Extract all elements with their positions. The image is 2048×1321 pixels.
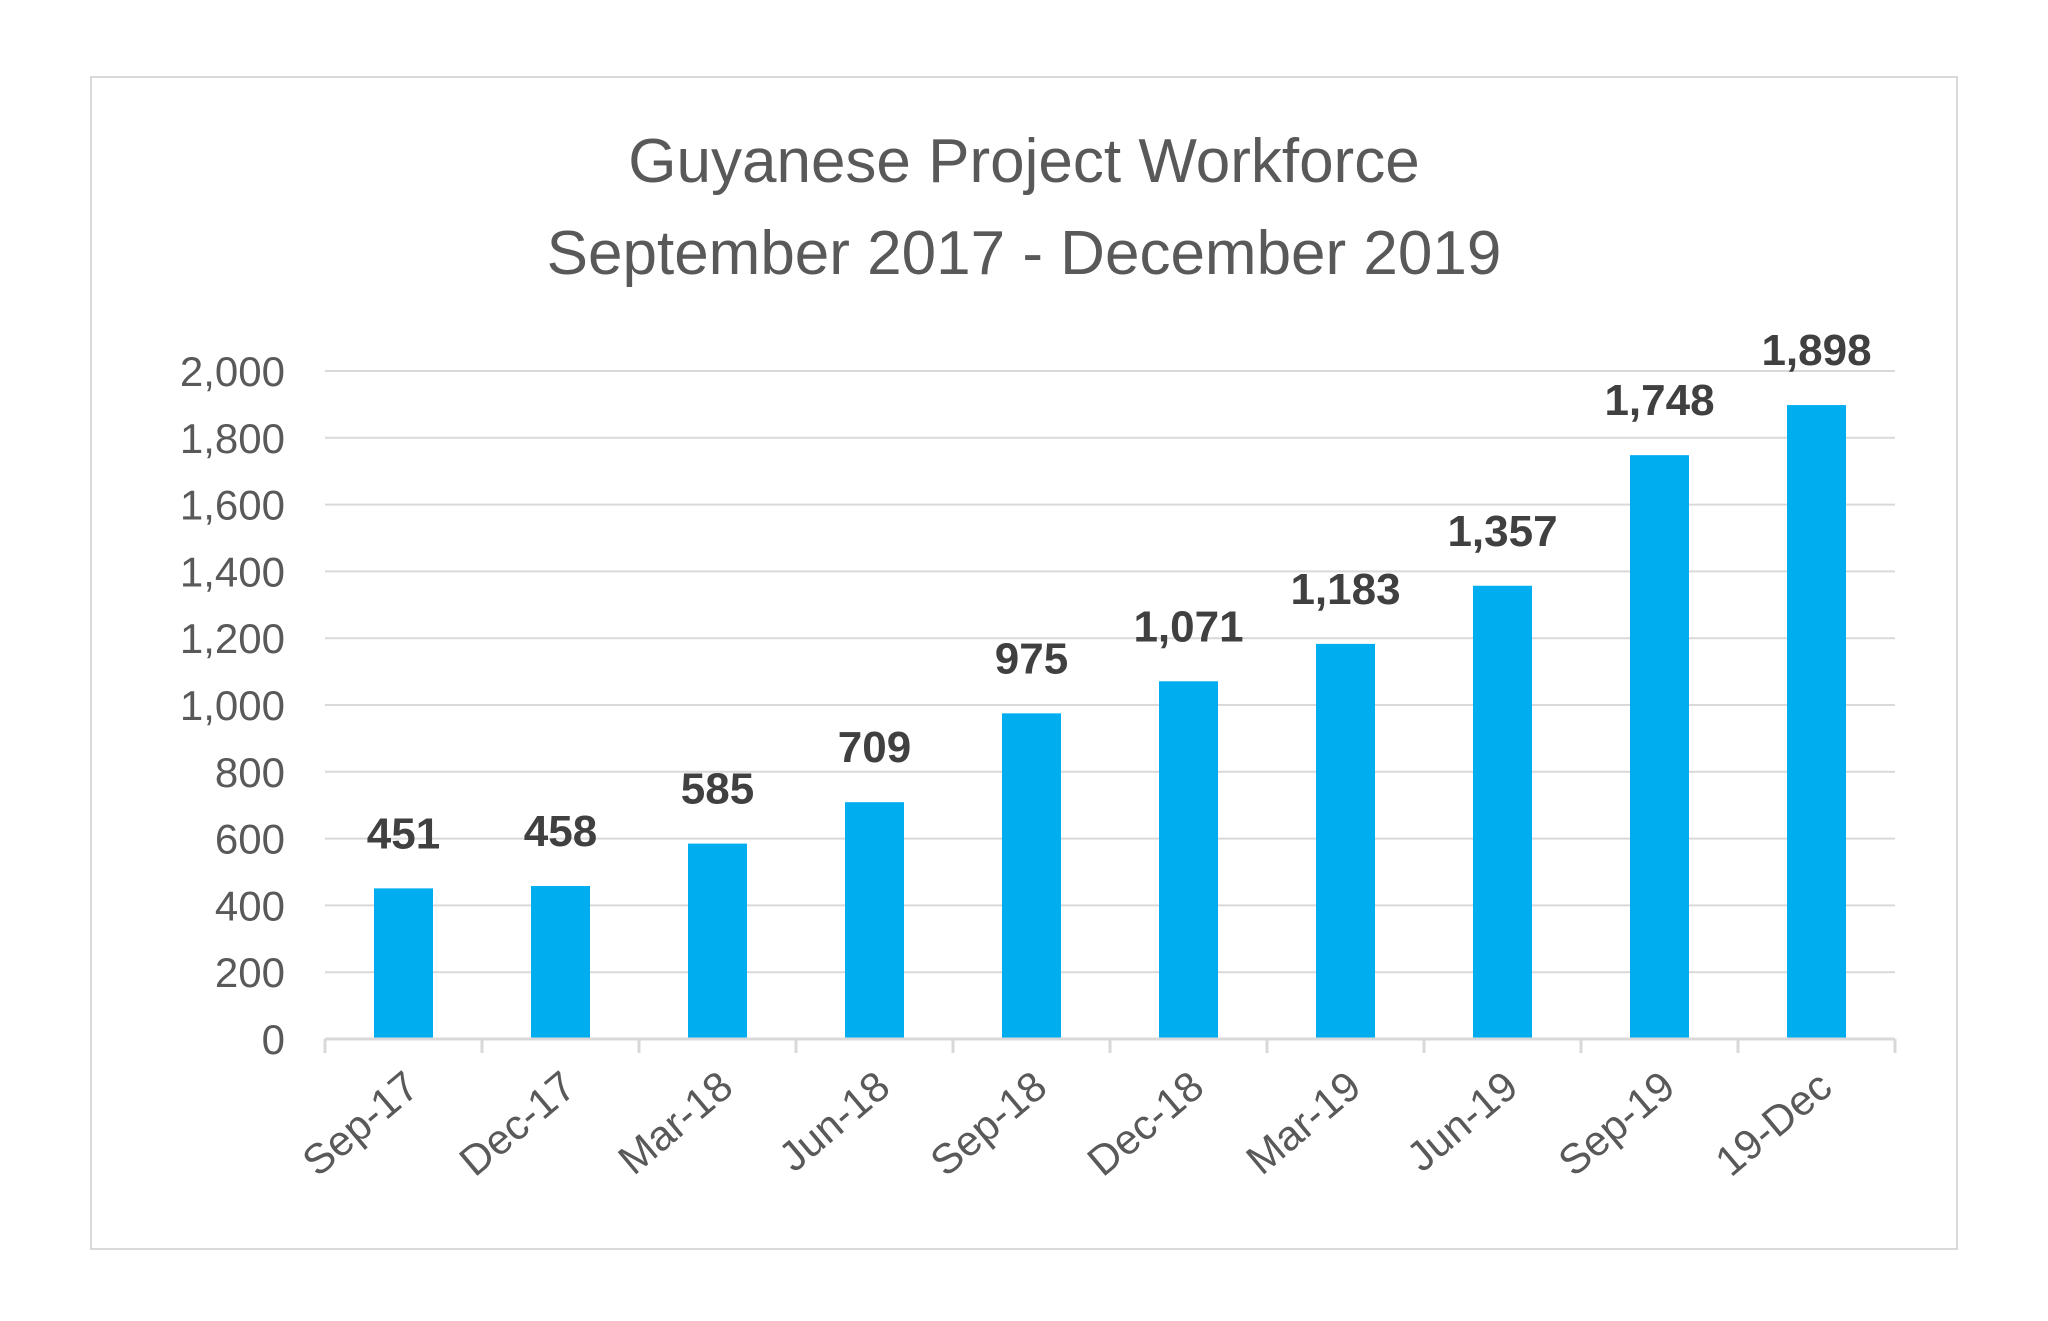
- x-axis: [323, 1037, 1897, 1053]
- bar: [845, 802, 904, 1039]
- x-tick-label: 19-Dec: [1706, 1062, 1840, 1185]
- x-tick-label: Sep-19: [1549, 1062, 1683, 1185]
- bar-value-label: 1,357: [1447, 507, 1557, 556]
- bars: [374, 405, 1846, 1040]
- x-tick-label: Mar-18: [609, 1062, 741, 1184]
- bar: [1473, 585, 1532, 1039]
- bar: [531, 886, 590, 1039]
- y-tick-label: 0: [262, 1016, 285, 1063]
- x-tick-label: Dec-17: [450, 1062, 584, 1185]
- x-axis-tick-labels: Sep-17 Dec-17 Mar-18 Jun-18 Sep-18 Dec-18 Mar-…: [293, 1062, 1840, 1185]
- bar: [1316, 643, 1375, 1039]
- x-tick-label: Dec-18: [1078, 1062, 1212, 1185]
- bar: [1630, 455, 1689, 1040]
- y-tick-label: 1,600: [180, 482, 285, 529]
- bar-value-label: 458: [524, 807, 597, 856]
- y-tick-label: 1,400: [180, 548, 285, 595]
- x-tick-label: Sep-18: [921, 1062, 1055, 1185]
- x-tick-label: Sep-17: [293, 1062, 427, 1185]
- y-tick-label: 2,000: [180, 348, 285, 395]
- y-tick-label: 600: [215, 816, 285, 863]
- bar-value-labels: 451 458 585 709 975 1,071 1,183 1,357 1,748 1,898: [367, 326, 1872, 858]
- y-tick-label: 1,800: [180, 415, 285, 462]
- y-tick-label: 200: [215, 949, 285, 996]
- bar: [1002, 713, 1061, 1039]
- bar-value-label: 451: [367, 809, 440, 858]
- bar: [374, 888, 433, 1039]
- y-axis-tick-labels: 0 200 400 600 800 1,000 1,200 1,400 1,600 1,800 2,…: [180, 348, 285, 1063]
- bar: [1159, 681, 1218, 1039]
- bar-value-label: 1,183: [1290, 565, 1400, 614]
- chart-subtitle: September 2017 - December 2019: [546, 219, 1502, 288]
- bar-value-label: 1,748: [1604, 376, 1714, 425]
- bar-value-label: 975: [995, 634, 1068, 683]
- bar-value-label: 1,898: [1761, 326, 1871, 375]
- bar: [1787, 405, 1846, 1039]
- y-tick-label: 400: [215, 882, 285, 929]
- y-tick-label: 1,000: [180, 682, 285, 729]
- bar-value-label: 1,071: [1133, 602, 1243, 651]
- x-tick-label: Jun-18: [770, 1062, 899, 1181]
- bar-value-label: 709: [838, 723, 911, 772]
- y-tick-label: 1,200: [180, 615, 285, 662]
- bar-value-label: 585: [681, 765, 754, 814]
- chart-title: Guyanese Project Workforce: [628, 127, 1420, 196]
- x-tick-label: Mar-19: [1237, 1062, 1369, 1184]
- bar: [688, 843, 747, 1039]
- x-tick-label: Jun-19: [1398, 1062, 1527, 1181]
- y-tick-label: 800: [215, 749, 285, 796]
